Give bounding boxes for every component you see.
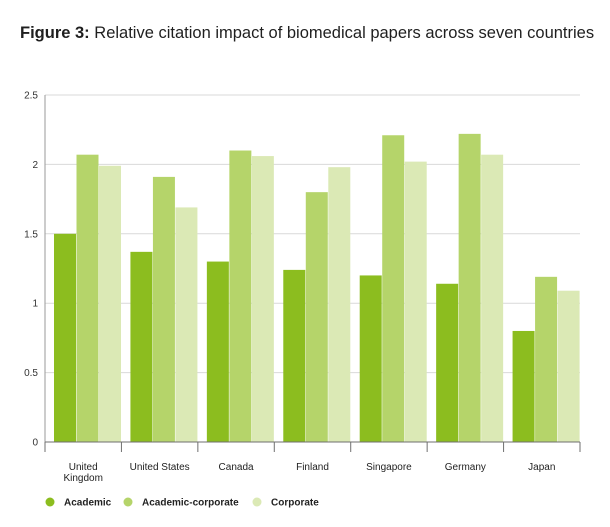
bar: [99, 165, 121, 442]
legend-label: Academic: [64, 498, 112, 509]
legend: Academic Academic-corporate Corporate: [45, 497, 319, 509]
legend-swatch: [123, 497, 133, 507]
y-tick-label: 0: [32, 438, 38, 449]
y-tick-label: 2: [32, 160, 38, 171]
bar: [130, 251, 153, 442]
bar: [305, 192, 328, 442]
bar: [229, 150, 252, 442]
category-label: Kingdom: [63, 473, 102, 484]
figure-title: Relative citation impact of biomedical p…: [94, 24, 595, 42]
y-tick-labels: 0 0.5 1 1.5 2 2.5: [24, 91, 38, 449]
bar: [512, 330, 535, 442]
y-tick-label: 1.5: [24, 229, 38, 240]
bar: [557, 290, 580, 442]
legend-label: Academic-corporate: [142, 498, 239, 509]
category-label: Japan: [528, 462, 555, 473]
bar: [206, 261, 229, 442]
bar: [175, 207, 198, 442]
bar: [283, 269, 306, 442]
bar: [404, 161, 427, 442]
category-label: Finland: [296, 462, 329, 473]
bars: [54, 133, 580, 442]
bar: [54, 233, 76, 442]
bar: [76, 154, 99, 442]
figure-label: Figure 3:: [20, 24, 90, 42]
bar: [382, 135, 405, 442]
y-tick-label: 2.5: [24, 91, 38, 102]
bar: [328, 167, 351, 442]
bar: [481, 154, 504, 442]
legend-swatch: [45, 497, 55, 507]
category-label: Germany: [445, 462, 486, 473]
bar: [458, 133, 481, 442]
category-label: United States: [130, 462, 190, 473]
bar: [359, 275, 382, 442]
legend-swatch: [252, 497, 262, 507]
category-label: Singapore: [366, 462, 412, 473]
bar: [251, 156, 274, 442]
category-label: Canada: [219, 462, 254, 473]
chart-title: Figure 3: Relative citation impact of bi…: [20, 24, 594, 43]
y-tick-label: 0.5: [24, 368, 38, 379]
legend-label: Corporate: [271, 498, 319, 509]
bar: [436, 283, 459, 442]
y-tick-label: 1: [32, 299, 38, 310]
category-label: United: [69, 462, 98, 473]
bar: [535, 276, 558, 442]
bar: [152, 176, 175, 442]
axes: [44, 95, 581, 452]
